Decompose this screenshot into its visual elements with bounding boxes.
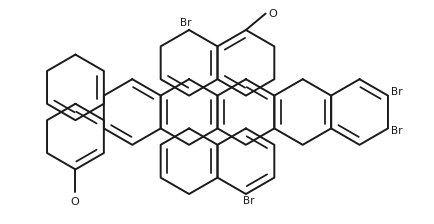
Text: Br: Br <box>391 126 402 136</box>
Text: Br: Br <box>243 196 254 206</box>
Text: Br: Br <box>391 87 402 97</box>
Text: O: O <box>70 197 79 207</box>
Text: O: O <box>267 9 276 19</box>
Text: Br: Br <box>180 18 191 28</box>
